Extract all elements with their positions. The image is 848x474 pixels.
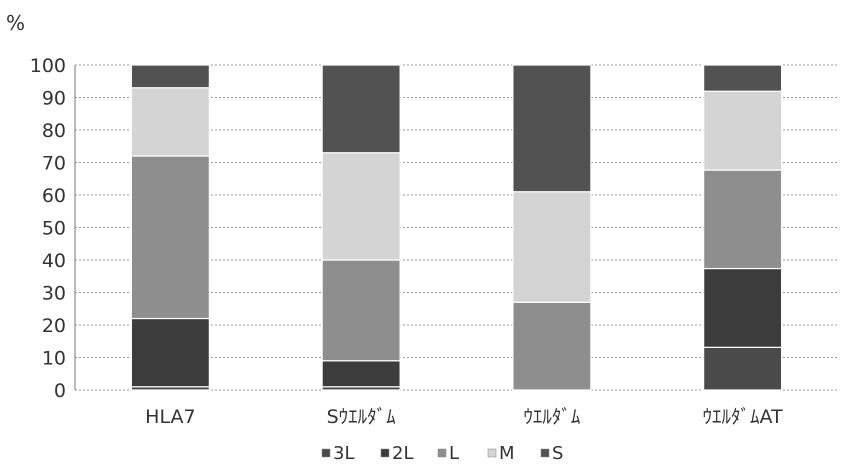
bar-segment-m	[703, 90, 783, 171]
y-tick-label: 30	[42, 283, 66, 305]
bar-segment-l	[703, 169, 783, 270]
bar-segment-l	[130, 155, 210, 320]
bar-segment-2l	[130, 317, 210, 388]
bars	[130, 64, 783, 391]
y-tick-label: 50	[42, 218, 66, 240]
bar-segment-s	[512, 64, 592, 193]
x-tick-label: HLA7	[145, 406, 195, 428]
x-tick-labels: HLA7 Sｳｴﾙﾀﾞﾑ ｳｴﾙﾀﾞﾑ ｳｴﾙﾀﾞﾑAT	[145, 406, 783, 428]
x-tick-label: ｳｴﾙﾀﾞﾑ	[523, 406, 580, 428]
legend-label: 2L	[392, 443, 413, 464]
y-tick-label: 20	[42, 315, 66, 337]
legend-label: S	[552, 443, 563, 464]
bar-segment-2l	[703, 267, 783, 348]
bar-segment-s	[703, 64, 783, 92]
legend: 3L 2L L M S	[321, 443, 563, 464]
legend-swatch	[380, 448, 390, 458]
x-tick-label: Sｳｴﾙﾀﾞﾑ	[327, 406, 396, 428]
y-tick-label: 60	[42, 185, 66, 207]
y-tick-label: 40	[42, 250, 66, 272]
y-tick-label: 10	[42, 348, 66, 370]
legend-label: M	[499, 443, 515, 464]
grid	[74, 64, 838, 391]
y-tick-label: 80	[42, 120, 66, 142]
bar-segment-l	[321, 259, 401, 362]
y-tick-labels: 0 10 20 30 40 50 60 70 80 90 100	[30, 55, 66, 402]
y-tick-label: 90	[42, 88, 66, 110]
y-tick-label: 70	[42, 153, 66, 175]
bar-segment-2l	[321, 360, 401, 388]
y-axis-label: %	[6, 11, 25, 35]
bar-segment-m	[130, 87, 210, 157]
legend-swatch	[437, 448, 447, 458]
bar-segment-3l	[703, 346, 783, 391]
y-tick-label: 100	[30, 55, 66, 77]
bar-segment-l	[512, 301, 592, 391]
legend-label: L	[449, 443, 459, 464]
bar-segment-m	[512, 191, 592, 303]
bar-segment-m	[321, 152, 401, 261]
legend-swatch	[487, 448, 497, 458]
bar-segment-s	[130, 64, 210, 89]
legend-label: 3L	[333, 443, 354, 464]
legend-swatch	[321, 448, 331, 458]
legend-swatch	[540, 448, 550, 458]
bar-segment-s	[321, 64, 401, 154]
x-tick-label: ｳｴﾙﾀﾞﾑAT	[703, 406, 784, 428]
y-tick-label: 0	[54, 380, 66, 402]
